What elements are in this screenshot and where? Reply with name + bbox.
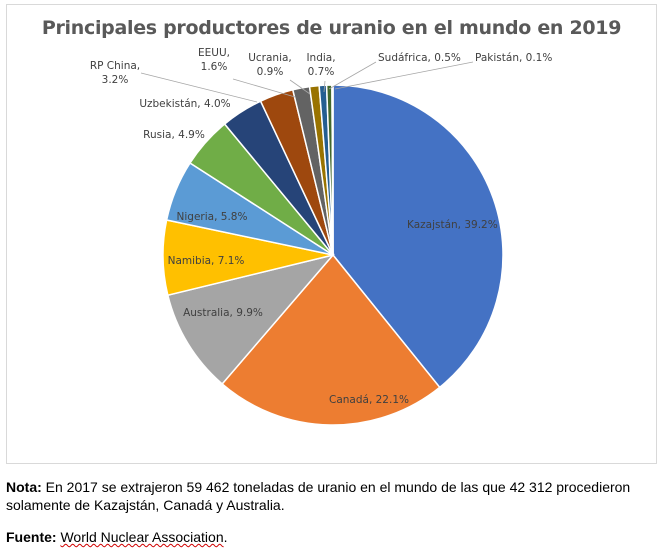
- leader-line: [328, 61, 377, 90]
- pie-chart: Kazajstán, 39.2% Canadá, 22.1% Australia, …: [90, 47, 552, 426]
- data-label-pakistán: Pakistán, 0.1%: [475, 52, 552, 64]
- note-paragraph: Nota: En 2017 se extrajeron 59 462 tonel…: [6, 478, 662, 514]
- source-label: Fuente:: [6, 529, 57, 545]
- pie-slice-australia: [166, 253, 336, 385]
- note-text: En 2017 se extrajeron 59 462 toneladas d…: [6, 479, 631, 513]
- data-label-sudáfrica: Sudáfrica, 0.5%: [378, 52, 461, 64]
- pie-slice-pakistán: [331, 84, 334, 256]
- data-label-australia: Australia, 9.9%: [183, 307, 263, 319]
- leader-line: [289, 79, 311, 95]
- data-label-nigeria: Nigeria, 5.8%: [177, 211, 248, 223]
- leader-line: [140, 72, 258, 103]
- data-label-india: India, 0.7%: [306, 52, 335, 78]
- source-paragraph: Fuente: World Nuclear Association.: [6, 528, 228, 546]
- data-label-canadá: Canadá, 22.1%: [329, 394, 409, 406]
- leader-line: [334, 61, 474, 90]
- data-label-uzbekistán: Uzbekistán, 4.0%: [139, 98, 230, 110]
- pie-slice-canadá: [221, 253, 441, 426]
- leader-line: [323, 80, 326, 93]
- data-label-rusia: Rusia, 4.9%: [143, 129, 205, 141]
- data-label-namibia: Namibia, 7.1%: [168, 255, 245, 267]
- chart-area: Principales productores de uranio en el …: [6, 4, 657, 464]
- source-end: .: [223, 529, 228, 545]
- data-label-kazajstán: Kazajstán, 39.2%: [407, 219, 498, 231]
- source-text: World Nuclear Association: [60, 529, 224, 545]
- leader-line: [232, 78, 296, 98]
- chart-title: Principales productores de uranio en el …: [41, 17, 622, 39]
- data-label-rp-china: RP China, 3.2%: [90, 60, 140, 86]
- data-label-ucrania: Ucrania, 0.9%: [248, 52, 292, 78]
- note-label: Nota:: [6, 479, 42, 495]
- pie-slice-kazajstán: [332, 84, 504, 389]
- data-label-eeuu: EEUU, 1.6%: [198, 47, 230, 73]
